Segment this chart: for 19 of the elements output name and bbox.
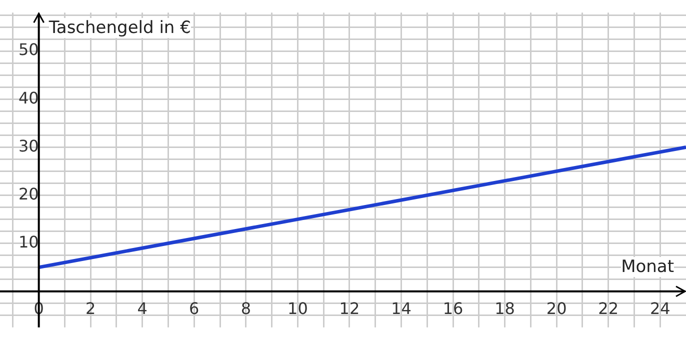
x-tick-label: 22 [598, 299, 619, 318]
x-tick-label: 18 [494, 299, 515, 318]
y-tick-label: 20 [18, 184, 39, 204]
x-tick-label: 14 [391, 299, 412, 318]
x-axis-title: Monat [621, 257, 674, 278]
y-tick-label: 30 [18, 136, 39, 156]
x-tick-label: 12 [339, 299, 360, 318]
y-tick-label: 40 [18, 88, 39, 108]
x-tick-label: 24 [650, 299, 670, 318]
x-tick-label: 8 [240, 299, 252, 318]
y-tick-label: 50 [18, 40, 39, 60]
x-tick-label: 20 [546, 299, 567, 318]
y-tick-label: 10 [18, 232, 39, 252]
x-tick-label: 10 [288, 299, 308, 318]
y-axis-title: Taschengeld in € [48, 18, 191, 38]
x-tick-label: 2 [86, 299, 96, 318]
x-tick-label: 4 [137, 299, 148, 318]
x-tick-label: 16 [442, 299, 464, 318]
x-tick-label: 6 [189, 299, 200, 318]
